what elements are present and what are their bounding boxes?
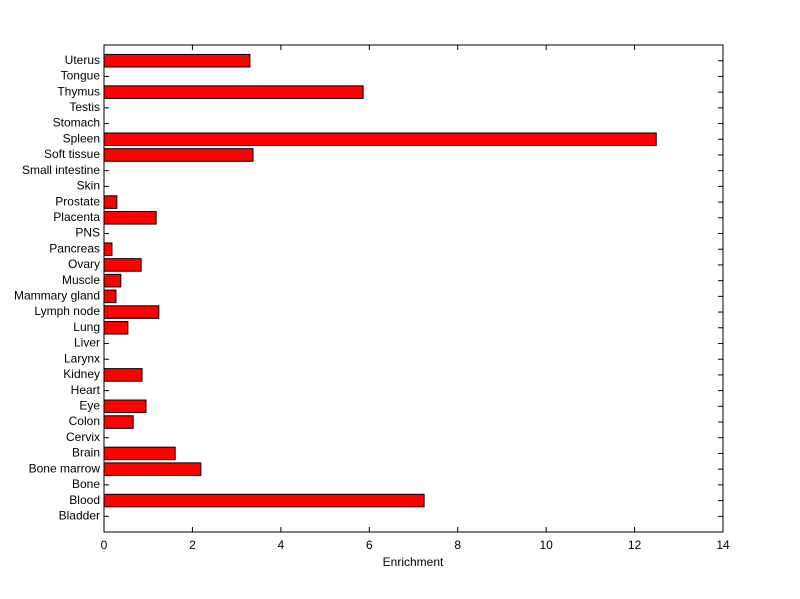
y-tick-label: Brain [72,446,100,460]
bar [103,148,254,162]
bar [103,368,143,382]
bar [103,258,142,272]
y-tick-label: Muscle [62,273,100,287]
y-tick-label: Spleen [63,131,100,145]
y-tick-label: Small intestine [22,163,100,177]
y-tick-label: Ovary [68,257,100,271]
y-tick-label: Bone [72,477,100,491]
y-tick-label: Prostate [55,194,100,208]
bar [103,415,134,429]
y-tick-label: Thymus [57,84,100,98]
bar [103,53,251,68]
x-tick-label: 14 [716,538,730,552]
bar [103,446,176,461]
y-tick-label: Testis [69,100,100,114]
bar [103,273,122,288]
x-tick-label: 8 [454,538,461,552]
bar [103,320,129,335]
bar [103,289,117,304]
y-tick-label: Liver [74,336,100,350]
y-tick-label: Lymph node [34,304,100,318]
y-tick-label: Pancreas [49,241,100,255]
y-tick-label: Cervix [66,430,100,444]
bar [103,399,147,414]
y-tick-label: Bone marrow [29,461,101,475]
y-tick-label: Stomach [53,116,100,130]
x-tick-label: 6 [366,538,373,552]
bar [103,242,113,257]
y-tick-label: Placenta [53,210,100,224]
y-tick-label: Larynx [64,351,100,365]
x-tick-label: 4 [278,538,285,552]
y-tick-label: Kidney [63,367,100,381]
x-tick-label: 10 [539,538,553,552]
y-tick-label: Tongue [61,69,101,83]
y-tick-label: Uterus [65,53,100,67]
y-tick-label: Heart [71,383,101,397]
axes-box [103,44,724,533]
y-tick-label: Mammary gland [14,289,100,303]
x-axis-label: Enrichment [383,555,444,569]
bar [103,493,425,508]
bar [103,85,364,99]
bar [103,132,657,147]
y-tick-label: Skin [77,179,100,193]
bar [103,211,157,225]
y-tick-label: Eye [79,398,100,412]
x-tick-label: 0 [101,538,108,552]
y-tick-label: Lung [73,320,100,334]
bar [103,462,202,476]
y-tick-label: PNS [75,226,100,240]
bar [103,195,118,209]
y-tick-label: Colon [69,414,100,428]
bar [103,305,160,319]
y-tick-label: Bladder [59,508,100,522]
y-tick-label: Soft tissue [44,147,100,161]
x-tick-label: 2 [189,538,196,552]
y-tick-label: Blood [69,493,100,507]
x-tick-label: 12 [628,538,642,552]
